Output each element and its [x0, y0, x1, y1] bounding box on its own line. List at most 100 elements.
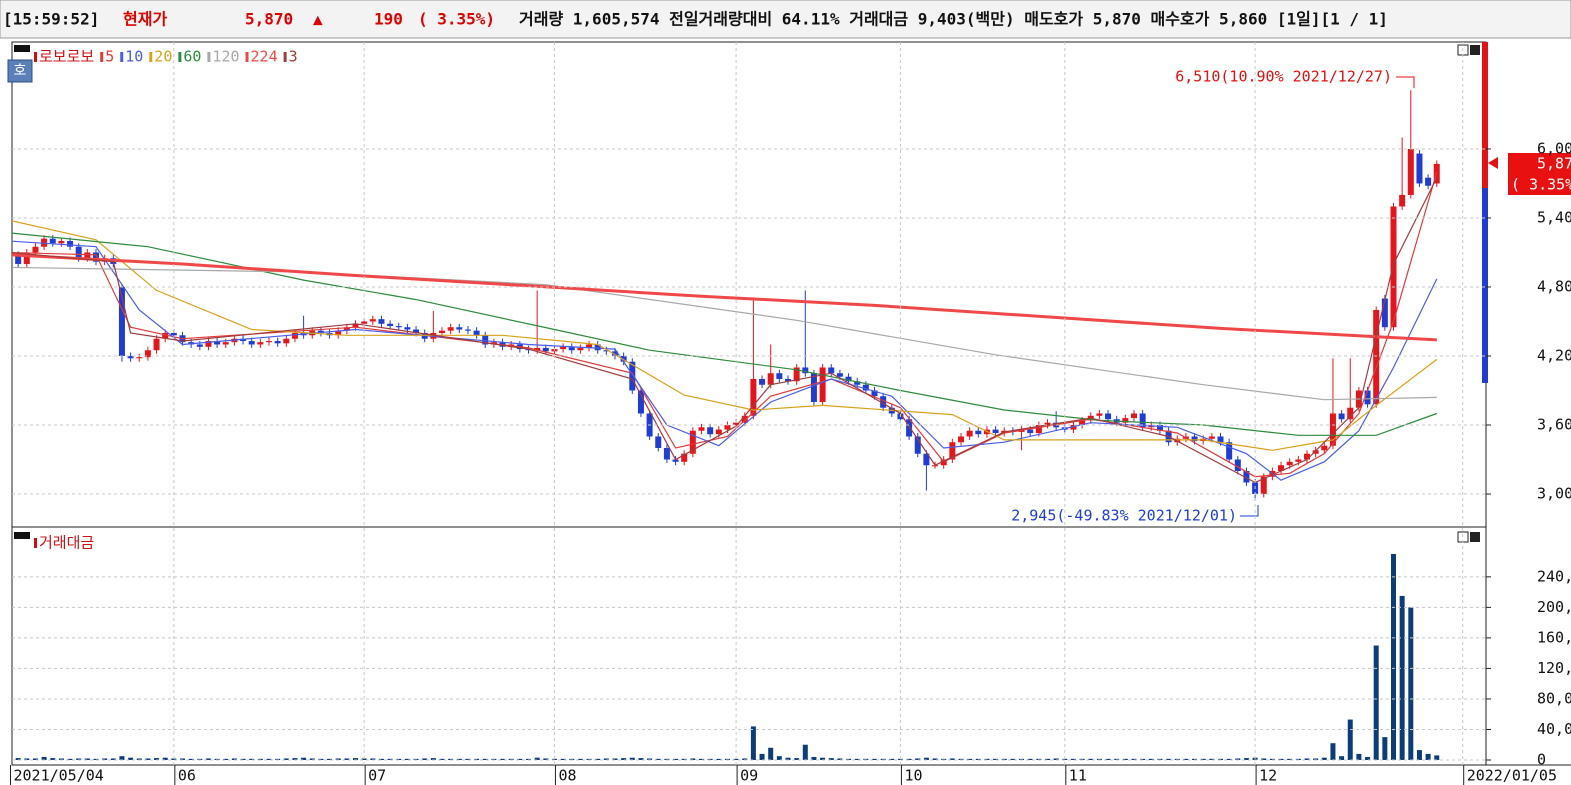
volume-bar [785, 757, 791, 760]
volume-bar [41, 756, 47, 760]
candle-body [828, 367, 835, 374]
candle-body [923, 453, 930, 466]
price-badge-value: 5,870 [1537, 155, 1571, 173]
volume-bar [794, 758, 800, 760]
candle-body [949, 442, 956, 460]
volume-bar [102, 758, 108, 760]
legend-marker [178, 52, 182, 62]
volume-bar [1226, 758, 1232, 760]
candle-body [1407, 148, 1414, 195]
volume-bar [802, 744, 808, 760]
candle-body [958, 436, 964, 443]
legend-label: 224 [251, 48, 278, 66]
volume-bar [811, 756, 817, 760]
close-button[interactable] [1470, 532, 1480, 542]
volume-bar [50, 758, 56, 760]
candle-body [1381, 298, 1388, 328]
volume-bar [404, 758, 410, 760]
volume-bar [967, 758, 973, 760]
volume-bar [136, 758, 142, 760]
legend-label: 10 [125, 48, 143, 66]
side-button-label[interactable]: 호 [14, 63, 27, 79]
volume-bar [430, 758, 436, 760]
candle-body [1278, 465, 1285, 471]
close-button[interactable] [1470, 45, 1480, 55]
candle-body [1044, 422, 1051, 425]
price-label: 현재가 [123, 10, 167, 29]
volume-bar [1192, 758, 1198, 760]
low-annotation-arrow [1240, 505, 1259, 517]
candle-body [67, 240, 74, 247]
volume-bar [292, 758, 298, 760]
candle-body [283, 338, 290, 344]
candle-body [1226, 442, 1233, 460]
volume-bar [1295, 758, 1301, 760]
x-tick-label: 2021/05/04 [14, 767, 104, 785]
candle-body [413, 329, 420, 333]
volume-bar [673, 758, 679, 760]
volume-bar [1088, 758, 1094, 760]
panel-icon[interactable] [14, 532, 30, 539]
volume-bar [1434, 755, 1440, 760]
candle-body [214, 341, 221, 345]
candle-body [1312, 450, 1319, 454]
volume-bar [1131, 758, 1137, 760]
candle-body [84, 252, 91, 259]
x-tick-label: 07 [368, 767, 386, 785]
price-panel [11, 41, 1487, 528]
candle-body [698, 427, 705, 431]
legend-label: 3 [289, 48, 298, 66]
candle-body [1347, 407, 1354, 420]
volume-bar [1157, 758, 1163, 760]
candle-body [802, 367, 809, 374]
volume-bar [854, 758, 860, 760]
candle-body [655, 436, 662, 448]
legend-marker [283, 52, 287, 62]
volume-bar [889, 758, 895, 760]
time: [15:59:52] [3, 10, 99, 29]
volume-bar [335, 758, 341, 760]
candle-body [1321, 445, 1328, 451]
candle-body [1234, 459, 1241, 471]
candle-body [1122, 418, 1129, 423]
candle-body [620, 355, 627, 362]
volume-bar [1096, 758, 1102, 760]
side-button[interactable] [7, 59, 33, 83]
candle-body [741, 415, 748, 423]
volume-bar [283, 758, 289, 760]
y-tick-label: 200,000 [1537, 598, 1571, 616]
candle-body [689, 430, 696, 454]
low-annotation: 2,945(-49.83% 2021/12/01) [1011, 507, 1237, 525]
volume-bar [1045, 758, 1050, 760]
volume-bar [1027, 758, 1033, 760]
panel-icon[interactable] [14, 45, 30, 52]
candle-body [759, 378, 766, 385]
candle-body [845, 376, 852, 382]
volume-bar [534, 757, 540, 760]
volume-bar [309, 758, 315, 760]
candle-body [1156, 424, 1163, 431]
candle-body [1425, 177, 1432, 186]
volume-bar [171, 758, 177, 760]
candle-body [1295, 459, 1302, 462]
candle-body [1131, 413, 1137, 419]
candle-body [1399, 194, 1406, 207]
candle-body [144, 350, 151, 358]
volume-bar [76, 758, 82, 760]
candle-body [1416, 153, 1423, 184]
candle-body [23, 252, 30, 264]
candle-body [1260, 476, 1267, 494]
x-tick-label: 12 [1259, 767, 1277, 785]
candle-body [32, 246, 39, 253]
volume-bar [1243, 758, 1249, 760]
candle-body [1286, 461, 1293, 466]
volume-bar [526, 758, 531, 760]
candle-body [291, 332, 298, 339]
volume-bar [15, 758, 21, 760]
volume-bar [655, 758, 661, 760]
volume-bar [517, 758, 523, 760]
volume-bar [275, 758, 281, 760]
volume-bar [162, 757, 168, 760]
candle-body [1390, 206, 1397, 328]
